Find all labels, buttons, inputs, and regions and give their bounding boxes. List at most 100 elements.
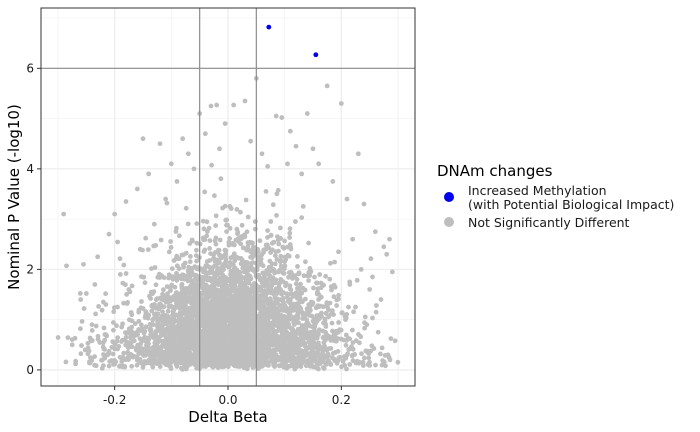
cloud-point [323, 273, 328, 279]
cloud-point [202, 331, 208, 337]
cloud-point [212, 316, 218, 322]
cloud-point [144, 344, 150, 350]
cloud-point [209, 162, 215, 168]
cloud-point [148, 327, 154, 332]
cloud-point [174, 274, 180, 280]
cloud-point [373, 362, 378, 368]
cloud-point [123, 271, 129, 276]
cloud-point [166, 344, 172, 349]
legend-key-not-significant [444, 217, 454, 227]
cloud-point [265, 228, 270, 234]
cloud-point [239, 338, 245, 344]
cloud-point [230, 340, 236, 346]
cloud-point [287, 300, 293, 306]
cloud-point [287, 235, 292, 240]
cloud-point [246, 333, 252, 338]
cloud-point [208, 300, 213, 305]
cloud-point [223, 217, 229, 223]
cloud-point [205, 229, 210, 234]
cloud-point [172, 305, 178, 311]
cloud-point [172, 284, 178, 290]
cloud-point [205, 351, 211, 357]
point-not-significant-46 [310, 146, 316, 152]
cloud-point [237, 270, 243, 275]
cloud-point [191, 353, 196, 358]
cloud-point [153, 282, 159, 288]
cloud-point [220, 301, 226, 307]
cloud-point [243, 197, 249, 203]
cloud-point [128, 335, 134, 341]
cloud-point [129, 352, 134, 358]
y-tick-label-2: 4 [26, 162, 34, 176]
cloud-point [263, 279, 269, 285]
cloud-point [266, 245, 271, 251]
point-not-significant-0 [61, 211, 67, 217]
cloud-point [116, 344, 122, 349]
cloud-point [139, 322, 144, 328]
cloud-point [350, 358, 356, 364]
cloud-point [78, 351, 84, 357]
cloud-point [120, 337, 125, 343]
point-not-significant-13 [129, 324, 135, 330]
legend-label-increased-methylation: Increased Methylation [468, 183, 607, 198]
cloud-point [101, 325, 107, 331]
cloud-point [301, 313, 307, 319]
cloud-point [235, 306, 241, 311]
cloud-point [274, 338, 280, 344]
cloud-point [395, 359, 401, 365]
cloud-point [313, 321, 318, 326]
point-not-significant-24 [180, 136, 186, 142]
cloud-point [335, 358, 341, 364]
cloud-point [143, 324, 149, 330]
cloud-point [207, 258, 213, 263]
cloud-point [220, 263, 226, 269]
cloud-point [102, 347, 107, 352]
cloud-point [196, 330, 202, 336]
point-not-significant-16 [140, 136, 146, 142]
cloud-point [153, 329, 159, 335]
point-not-significant-31 [217, 146, 222, 152]
cloud-point [344, 338, 349, 343]
cloud-point [85, 340, 91, 346]
cloud-point [213, 350, 218, 355]
cloud-point [362, 355, 367, 361]
cloud-point [174, 290, 179, 295]
cloud-point [366, 355, 372, 361]
cloud-point [151, 289, 157, 294]
cloud-point [185, 221, 191, 227]
cloud-point [199, 280, 205, 286]
cloud-point [212, 193, 217, 199]
cloud-point [246, 280, 252, 286]
cloud-point [187, 349, 193, 355]
cloud-point [231, 269, 237, 274]
cloud-point [315, 286, 321, 292]
point-not-significant-44 [299, 171, 305, 177]
cloud-point [327, 276, 333, 282]
point-not-significant-55 [367, 287, 373, 292]
cloud-point [298, 281, 303, 287]
cloud-point [206, 332, 211, 337]
cloud-point [328, 346, 334, 351]
cloud-point [143, 235, 149, 241]
cloud-point [295, 264, 300, 269]
cloud-point [121, 262, 127, 268]
cloud-point [203, 264, 209, 270]
cloud-point [123, 334, 129, 340]
cloud-point [277, 323, 283, 329]
cloud-point [192, 346, 198, 352]
cloud-point [388, 336, 394, 341]
cloud-point [182, 347, 188, 352]
cloud-point [328, 260, 333, 266]
cloud-point [226, 242, 232, 248]
cloud-point [136, 327, 142, 332]
cloud-point [124, 292, 129, 297]
cloud-point [335, 329, 341, 335]
cloud-point [200, 299, 206, 304]
cloud-point [300, 204, 306, 209]
cloud-point [79, 343, 84, 348]
cloud-point [239, 222, 245, 228]
y-axis-ticks: 0 2 4 6 [26, 61, 41, 377]
cloud-point [207, 238, 213, 244]
cloud-point [105, 351, 111, 357]
cloud-point [227, 303, 233, 308]
